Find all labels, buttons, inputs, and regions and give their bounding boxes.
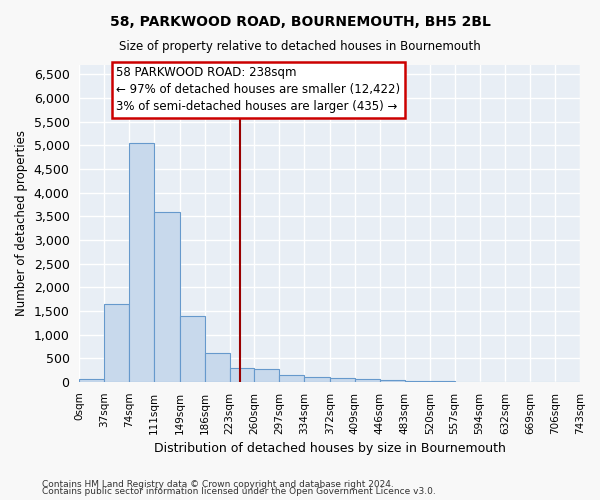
Text: Size of property relative to detached houses in Bournemouth: Size of property relative to detached ho… xyxy=(119,40,481,53)
Bar xyxy=(230,368,254,382)
Text: 58, PARKWOOD ROAD, BOURNEMOUTH, BH5 2BL: 58, PARKWOOD ROAD, BOURNEMOUTH, BH5 2BL xyxy=(110,15,490,29)
Bar xyxy=(104,304,129,382)
Bar xyxy=(330,378,355,382)
Bar xyxy=(129,142,154,382)
Text: 58 PARKWOOD ROAD: 238sqm
← 97% of detached houses are smaller (12,422)
3% of sem: 58 PARKWOOD ROAD: 238sqm ← 97% of detach… xyxy=(116,66,400,114)
Bar xyxy=(179,316,205,382)
X-axis label: Distribution of detached houses by size in Bournemouth: Distribution of detached houses by size … xyxy=(154,442,506,455)
Bar xyxy=(280,374,304,382)
Bar xyxy=(304,376,330,382)
Text: Contains HM Land Registry data © Crown copyright and database right 2024.: Contains HM Land Registry data © Crown c… xyxy=(42,480,394,489)
Bar xyxy=(355,379,380,382)
Bar xyxy=(79,378,104,382)
Bar xyxy=(254,369,280,382)
Bar xyxy=(205,352,230,382)
Y-axis label: Number of detached properties: Number of detached properties xyxy=(15,130,28,316)
Bar xyxy=(154,212,179,382)
Bar xyxy=(380,380,405,382)
Bar xyxy=(405,381,430,382)
Text: Contains public sector information licensed under the Open Government Licence v3: Contains public sector information licen… xyxy=(42,487,436,496)
